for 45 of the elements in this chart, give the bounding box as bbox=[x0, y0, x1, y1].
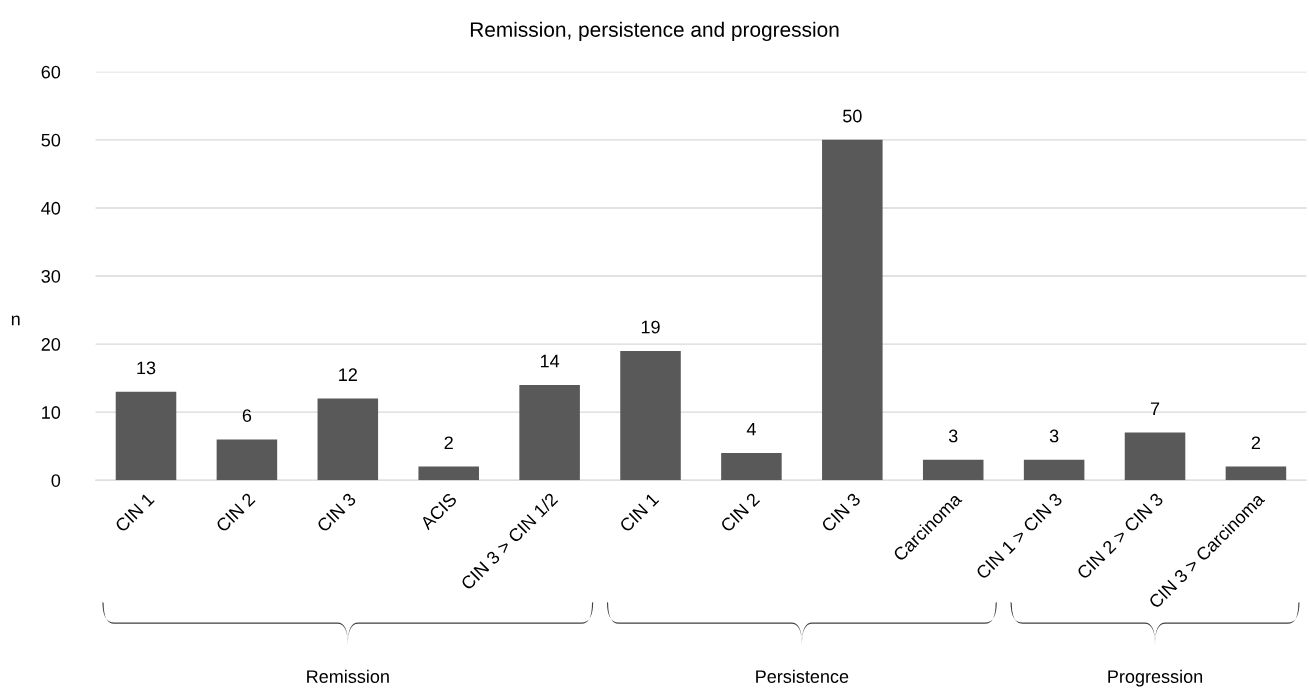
y-tick-label: 0 bbox=[51, 474, 61, 487]
text: Remission bbox=[307, 669, 389, 683]
x-tick-label: CIN 3 bbox=[820, 492, 862, 533]
data-label: 50 bbox=[843, 109, 862, 123]
bar bbox=[721, 453, 782, 481]
bar bbox=[418, 466, 479, 481]
chart-title: Remission, persistence and progression bbox=[470, 21, 839, 42]
data-label: 4 bbox=[746, 422, 756, 436]
bar bbox=[519, 384, 580, 481]
x-tick-label: CIN 1 > CIN 3 bbox=[975, 492, 1063, 580]
bar bbox=[922, 459, 984, 481]
data-label: 7 bbox=[1150, 402, 1160, 415]
text: Persistence bbox=[756, 669, 849, 683]
data-label: 6 bbox=[242, 409, 252, 422]
y-tick-label: 30 bbox=[41, 269, 61, 283]
y-tick-label: 60 bbox=[41, 65, 61, 79]
x-tick-label: CIN 2 > CIN 3 bbox=[1076, 492, 1164, 580]
data-label: 13 bbox=[137, 361, 156, 375]
x-tick-label: CIN 1 bbox=[114, 492, 155, 533]
y-axis-title: n bbox=[11, 315, 20, 326]
bar bbox=[1023, 459, 1085, 481]
data-label: 3 bbox=[1049, 429, 1059, 443]
y-tick-label: 20 bbox=[41, 338, 61, 351]
data-label: 3 bbox=[948, 429, 958, 443]
text: Progression bbox=[1108, 669, 1203, 687]
x-tick-label: CIN 2 bbox=[215, 492, 256, 533]
bar bbox=[620, 350, 681, 481]
x-tick-label: CIN 3 > CIN 1/2 bbox=[459, 491, 559, 591]
data-label: 2 bbox=[444, 436, 453, 449]
bar bbox=[317, 398, 379, 481]
bar bbox=[1124, 432, 1186, 481]
data-label: 14 bbox=[540, 354, 560, 368]
data-label: 2 bbox=[1251, 436, 1261, 449]
x-tick-label: CIN 1 bbox=[618, 492, 660, 533]
y-tick-label: 10 bbox=[42, 406, 61, 419]
data-label: 12 bbox=[339, 368, 357, 381]
bar bbox=[216, 439, 278, 481]
y-tick-label: 50 bbox=[41, 133, 61, 147]
data-label: 19 bbox=[641, 320, 660, 334]
bar bbox=[115, 391, 177, 481]
bar bbox=[1225, 466, 1287, 481]
y-tick-label: 40 bbox=[41, 201, 61, 215]
bar bbox=[822, 139, 883, 481]
x-tick-label: CIN 2 bbox=[719, 492, 761, 533]
x-tick-label: CIN 3 bbox=[316, 492, 357, 533]
